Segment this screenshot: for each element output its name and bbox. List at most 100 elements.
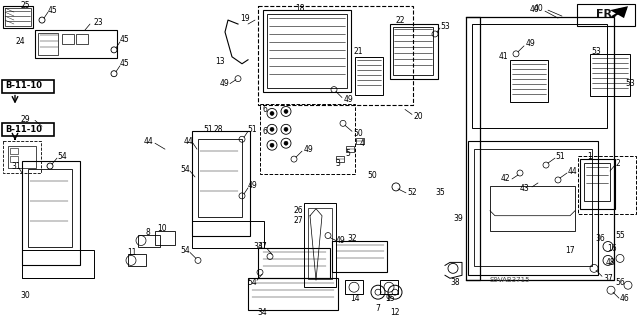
Text: 33: 33: [253, 242, 263, 251]
Text: 3: 3: [335, 159, 340, 167]
Bar: [192, 131, 250, 235]
Text: FR.: FR.: [596, 9, 616, 19]
Bar: [192, 221, 264, 249]
Text: 21: 21: [353, 47, 363, 56]
Bar: [10, 148, 18, 154]
Text: 8: 8: [146, 228, 150, 237]
Text: 49: 49: [343, 95, 353, 104]
Circle shape: [284, 141, 288, 145]
Circle shape: [284, 127, 288, 131]
Bar: [580, 159, 615, 209]
Bar: [248, 278, 338, 310]
Bar: [390, 24, 438, 79]
Circle shape: [270, 127, 274, 131]
Text: 47: 47: [257, 242, 267, 251]
Text: 28: 28: [213, 125, 223, 134]
Text: 32: 32: [347, 234, 357, 243]
Text: 9: 9: [385, 294, 390, 303]
Text: B-11-10: B-11-10: [5, 125, 42, 134]
Bar: [336, 156, 344, 162]
Text: 1: 1: [588, 152, 593, 161]
Text: 16: 16: [607, 244, 617, 253]
Text: 13: 13: [215, 57, 225, 66]
Text: 54: 54: [247, 278, 257, 287]
Text: 52: 52: [407, 189, 417, 197]
Polygon shape: [610, 6, 628, 18]
Text: 49: 49: [220, 79, 230, 88]
Text: S9VAB3715: S9VAB3715: [490, 277, 531, 283]
Text: 35: 35: [435, 189, 445, 197]
Bar: [577, 4, 635, 26]
Text: 26: 26: [293, 206, 303, 215]
Bar: [490, 186, 575, 231]
Text: 27: 27: [293, 216, 303, 225]
Bar: [8, 146, 36, 168]
Text: 41: 41: [498, 52, 508, 61]
Bar: [584, 163, 610, 201]
Bar: [332, 241, 387, 272]
Bar: [474, 149, 592, 266]
Text: 14: 14: [350, 294, 360, 303]
Text: 37: 37: [603, 274, 613, 283]
Text: 2: 2: [616, 159, 620, 167]
Text: 53: 53: [591, 47, 601, 56]
Bar: [2, 123, 54, 136]
Text: 50: 50: [353, 129, 363, 138]
Text: 46: 46: [620, 294, 630, 303]
Circle shape: [270, 143, 274, 147]
Bar: [356, 138, 364, 144]
Text: 20: 20: [413, 112, 423, 121]
Text: 15: 15: [385, 294, 395, 303]
Bar: [393, 27, 433, 75]
Text: 44: 44: [567, 167, 577, 175]
Text: 51: 51: [203, 125, 213, 134]
Text: 50: 50: [367, 172, 377, 181]
Bar: [468, 141, 598, 275]
Circle shape: [270, 111, 274, 115]
Text: 55: 55: [615, 231, 625, 240]
Bar: [260, 105, 355, 174]
Bar: [35, 30, 117, 58]
Bar: [22, 161, 80, 265]
Bar: [258, 249, 330, 278]
Text: 39: 39: [453, 214, 463, 223]
Text: 45: 45: [120, 59, 130, 68]
Bar: [258, 6, 413, 106]
Bar: [308, 208, 332, 279]
Text: 18: 18: [295, 4, 305, 13]
Bar: [128, 255, 146, 266]
Text: 38: 38: [450, 278, 460, 287]
Text: 6: 6: [262, 127, 268, 136]
Bar: [10, 156, 18, 162]
Text: 19: 19: [240, 14, 250, 23]
Bar: [76, 34, 88, 44]
Text: 53: 53: [440, 21, 450, 31]
Text: 56: 56: [615, 278, 625, 287]
Bar: [380, 280, 398, 294]
Text: 24: 24: [15, 37, 25, 47]
Bar: [510, 60, 548, 101]
Text: 45: 45: [48, 6, 58, 15]
Text: B-11-10: B-11-10: [5, 81, 42, 90]
Bar: [346, 146, 354, 152]
Text: 44: 44: [143, 137, 153, 146]
Bar: [345, 280, 363, 294]
Text: 49: 49: [335, 236, 345, 245]
Text: 5: 5: [346, 149, 351, 158]
Text: 25: 25: [20, 1, 30, 10]
Text: 40: 40: [533, 4, 543, 13]
Bar: [590, 54, 630, 96]
Bar: [62, 34, 74, 44]
Text: 48: 48: [605, 258, 615, 267]
Text: 54: 54: [180, 165, 190, 174]
Text: 11: 11: [127, 248, 137, 257]
Bar: [466, 17, 614, 280]
Text: 10: 10: [157, 224, 167, 233]
Text: 22: 22: [396, 16, 404, 25]
Bar: [304, 203, 336, 287]
Text: 36: 36: [595, 234, 605, 243]
Text: 49: 49: [247, 182, 257, 190]
Bar: [198, 139, 242, 217]
Text: 51: 51: [555, 152, 565, 161]
Text: 54: 54: [180, 246, 190, 255]
